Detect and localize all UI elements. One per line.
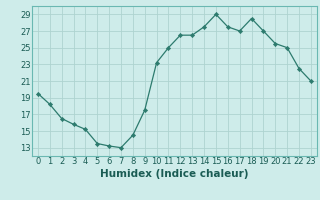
X-axis label: Humidex (Indice chaleur): Humidex (Indice chaleur)	[100, 169, 249, 179]
